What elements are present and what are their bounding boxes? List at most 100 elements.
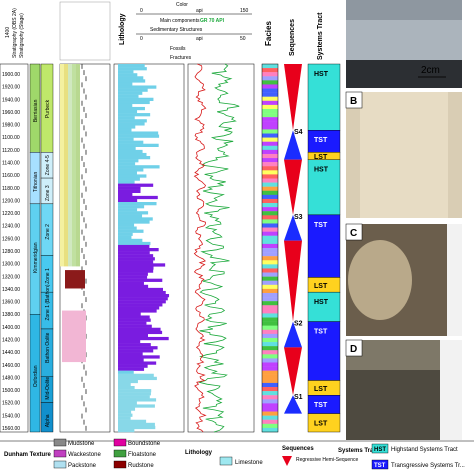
lithology-bar — [118, 88, 148, 92]
legend-dunham-label: Packstone — [68, 463, 97, 469]
systems-tract-label: LST — [314, 283, 328, 290]
facies-band — [262, 325, 278, 330]
sequence-label: S1 — [294, 394, 303, 401]
api-unit: api — [196, 8, 203, 14]
transgressive-triangle — [284, 130, 302, 160]
lithology-bar — [118, 376, 157, 381]
facies-band — [262, 411, 278, 416]
lithology-bar — [118, 208, 138, 212]
facies-band — [262, 84, 278, 89]
facies-band — [262, 141, 278, 146]
facies-band — [262, 415, 278, 420]
facies-band — [262, 292, 278, 298]
lithology-bar — [118, 186, 141, 190]
sequence-label: S2 — [294, 321, 303, 328]
lithology-bar — [118, 364, 148, 368]
lithology-bar — [118, 413, 133, 417]
depth-label: 1460.00 — [2, 363, 20, 369]
facies-band — [262, 378, 278, 384]
facies-band — [262, 280, 278, 285]
facies-band — [262, 64, 278, 69]
facies-band — [262, 88, 278, 93]
facies-band — [262, 407, 278, 412]
systems-tract-label: HST — [314, 167, 329, 174]
legend-hst-label: Highstand Systems Tract — [391, 447, 458, 453]
facies-band — [262, 158, 278, 163]
facies-band — [262, 166, 278, 171]
component-strip — [68, 64, 72, 267]
sequences-header: Sequences — [289, 19, 296, 56]
lithology-bar — [118, 119, 147, 123]
unit-label: Mid-Oolite — [45, 377, 51, 400]
lithology-bar — [118, 278, 163, 282]
stage-label: Oxfordian — [33, 365, 39, 387]
lithology-bar — [118, 315, 150, 319]
api2-unit: api — [196, 36, 203, 42]
systems-tract-label: TST — [314, 329, 328, 336]
facies-band — [262, 264, 278, 269]
gr-curve-red — [193, 63, 207, 433]
facies-band — [262, 162, 278, 167]
lithology-bar — [118, 300, 166, 304]
facies-band — [262, 203, 278, 208]
lithology-bar — [118, 333, 149, 338]
depth-label: 1960.00 — [2, 110, 20, 116]
facies-band — [262, 272, 278, 277]
lithology-bar — [118, 214, 143, 218]
lithology-bar — [118, 137, 134, 141]
systems-tract-label: LST — [314, 421, 328, 428]
header: 1400 Stratigraphy (OBS 2A) Stratigraphy … — [0, 0, 345, 62]
facies-band — [262, 239, 278, 245]
photo-b-label: B — [350, 96, 357, 107]
stage-label: Tithonian — [33, 171, 39, 192]
lithology-bar — [118, 330, 163, 335]
lithology-bar — [118, 76, 144, 80]
lithology-bar — [118, 340, 141, 344]
regressive-triangle — [284, 347, 302, 396]
lithology-bar — [118, 318, 151, 322]
component-strip — [72, 64, 76, 267]
depth-label: 1220.00 — [2, 211, 20, 217]
facies-band — [262, 301, 278, 306]
lithology-bar — [118, 91, 143, 95]
lithology-bar — [118, 100, 150, 105]
depth-label: 1520.00 — [2, 401, 20, 407]
lithology-bar — [118, 149, 143, 154]
lithology-bar — [118, 361, 157, 365]
lithology-bar — [118, 235, 132, 239]
lithology-bar — [118, 294, 170, 298]
facies-band — [262, 276, 278, 281]
facies-band — [262, 219, 278, 224]
lithology-bar — [118, 281, 144, 285]
lithology-bar — [118, 352, 143, 356]
facies-band — [262, 350, 278, 355]
lithology-bar — [118, 312, 141, 316]
dunham-row-0: Color — [176, 2, 188, 8]
unit-label: Zone 1 — [45, 268, 51, 284]
lithology-bar — [118, 244, 150, 249]
strat-header-a: Stratigraphy (OBS 2A) — [12, 8, 18, 58]
lithology-bar — [118, 116, 135, 120]
facies-band — [262, 370, 278, 375]
facies-band — [262, 366, 278, 371]
depth-label: 1900.00 — [2, 72, 20, 78]
legend-dunham-swatch — [53, 438, 67, 447]
facies-band — [262, 382, 278, 388]
lithology-bar — [118, 327, 161, 331]
facies-band — [262, 358, 278, 363]
facies-band — [262, 72, 278, 77]
lithology-bar — [118, 140, 144, 144]
lithology-bar — [118, 232, 133, 236]
lithology-bar — [118, 220, 150, 224]
facies-band — [262, 108, 278, 114]
api2-min: 0 — [140, 36, 143, 42]
depth-label: 1280.00 — [2, 249, 20, 255]
legend-dunham-swatch — [53, 460, 67, 469]
lithology-bar — [118, 110, 138, 114]
dunham-pink-zone — [62, 310, 86, 363]
lithology-bar — [118, 343, 151, 347]
facies-band — [262, 129, 278, 134]
sequence-label: S4 — [294, 129, 303, 136]
lithology-bar — [118, 321, 147, 325]
